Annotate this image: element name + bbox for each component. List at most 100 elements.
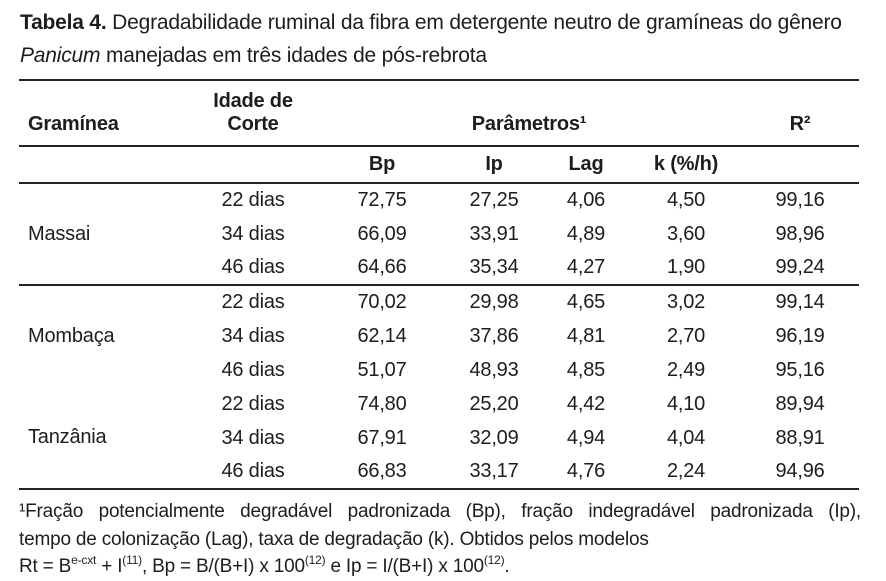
formula-text: + I [96,556,123,577]
cell-lag: 4,94 [566,426,606,449]
cell-r2: 98,96 [775,222,825,245]
caption-text-before-italic: Degradabilidade ruminal da fibra em dete… [106,11,842,34]
cell-graminea: Tanzânia [28,426,107,448]
caption-species-name: Panicum [20,44,101,67]
cell-idade: 34 dias [221,222,285,245]
footnote-formula: Rt = Be-cxt + I(11), Bp = B/(B+I) x 100(… [19,553,861,581]
cell-ip: 27,25 [469,189,519,211]
cell-r2: 99,24 [775,256,825,278]
group-mombaca: Mombaça 22 dias 70,02 29,98 4,65 3,02 99… [19,285,859,387]
cell-k: 4,10 [666,392,706,415]
cell-r2: 99,14 [775,291,825,313]
cell-k: 3,02 [666,291,706,313]
footnote-line-2: tempo de colonização (Lag), taxa de degr… [19,528,649,550]
cell-k: 2,49 [666,358,706,381]
cell-ip: 32,09 [469,426,519,449]
col-header-idade-de-corte: Idade de Corte [189,80,317,146]
col-header-lag: Lag [568,153,604,175]
cell-bp: 72,75 [357,189,407,211]
cell-k: 2,70 [666,324,706,347]
cell-k: 4,04 [666,426,706,449]
cell-lag: 4,81 [566,324,606,347]
col-header-idade-line2: Corte [227,113,279,135]
cell-k: 3,60 [666,222,706,245]
cell-lag: 4,42 [566,392,606,415]
cell-r2: 89,94 [775,392,825,415]
cell-ip: 29,98 [469,291,519,313]
cell-r2: 95,16 [775,358,825,381]
cell-bp: 66,83 [357,460,407,482]
col-header-ip: Ip [485,153,503,175]
cell-graminea: Massai [28,222,91,245]
table-row: Massai 22 dias 72,75 27,25 4,06 4,50 99,… [19,183,859,245]
formula-text: . [504,556,510,577]
table-row: 46 dias 64,66 35,34 4,27 1,90 99,24 [19,251,859,285]
cell-ip: 37,86 [469,324,519,347]
cell-idade: 34 dias [221,426,285,449]
table-row: 46 dias 51,07 48,93 4,85 2,49 95,16 [19,353,859,387]
formula-superscript: (11) [122,552,142,567]
cell-idade: 46 dias [221,460,285,482]
footnote-line-1: ¹Fração potencialmente degradável padron… [19,501,861,522]
col-header-k: k (%/h) [653,153,719,175]
cell-idade: 34 dias [221,324,285,347]
table-row: Tanzânia 22 dias 74,80 25,20 4,42 4,10 8… [19,387,859,449]
empty-header-cell [19,146,189,183]
cell-bp: 62,14 [357,324,407,347]
table-row: 46 dias 66,83 33,17 4,76 2,24 94,96 [19,455,859,489]
header-row-2: Bp Ip Lag k (%/h) [19,146,860,183]
cell-lag: 4,89 [566,222,606,245]
cell-idade: 46 dias [221,358,285,381]
caption-text-after-italic: manejadas em três idades de pós-rebrota [100,44,487,67]
table-row: Mombaça 22 dias 70,02 29,98 4,65 3,02 99… [19,285,859,347]
cell-idade: 22 dias [221,291,285,313]
col-header-graminea: Gramínea [28,113,119,135]
table-caption: Tabela 4. Degradabilidade ruminal da fib… [20,6,862,72]
cell-r2: 99,16 [775,189,825,211]
cell-idade: 22 dias [221,392,285,415]
cell-ip: 25,20 [469,392,519,415]
cell-bp: 64,66 [357,256,407,278]
formula-superscript: e-cxt [71,552,97,567]
cell-r2: 88,91 [775,426,825,449]
col-header-r2: R² [789,113,811,135]
cell-k: 1,90 [666,256,706,278]
col-header-idade-line1: Idade de [213,90,293,112]
cell-ip: 35,34 [469,256,519,278]
cell-bp: 74,80 [357,392,407,415]
data-table: Gramínea Idade de Corte Parâmetros¹ R² B… [19,79,860,490]
cell-idade: 46 dias [221,256,285,278]
col-header-parametros: Parâmetros¹ [471,113,587,135]
cell-ip: 33,91 [469,222,519,245]
cell-r2: 94,96 [775,460,825,482]
cell-lag: 4,65 [566,291,606,313]
table-footnote: ¹Fração potencialmente degradável padron… [19,498,861,581]
table-row: 34 dias 66,09 33,91 4,89 3,60 98,96 [19,217,859,251]
cell-idade: 22 dias [221,189,285,211]
table-row: 34 dias 67,91 32,09 4,94 4,04 88,91 [19,421,859,455]
cell-k: 4,50 [666,189,706,211]
cell-lag: 4,27 [566,256,606,278]
formula-superscript: (12) [304,552,326,567]
cell-k: 2,24 [666,460,706,482]
cell-bp: 51,07 [357,358,407,381]
header-row-1: Gramínea Idade de Corte Parâmetros¹ R² [19,80,860,146]
cell-bp: 70,02 [357,291,407,313]
cell-r2: 96,19 [775,324,825,347]
formula-text: , Bp = B/(B+I) x 100 [141,556,305,577]
cell-bp: 66,09 [357,222,407,245]
formula-text: e Ip = I/(B+I) x 100 [325,556,484,577]
cell-lag: 4,06 [566,189,606,211]
empty-header-cell [189,146,317,183]
cell-graminea: Mombaça [28,325,115,347]
cell-ip: 33,17 [469,460,519,482]
cell-bp: 67,91 [357,426,407,449]
table-caption-label: Tabela 4. [20,11,107,34]
cell-ip: 48,93 [469,358,519,381]
formula-superscript: (12) [483,552,505,567]
col-header-bp: Bp [368,153,396,175]
cell-lag: 4,76 [566,460,606,482]
empty-header-cell [741,146,859,183]
group-massai: Massai 22 dias 72,75 27,25 4,06 4,50 99,… [19,183,860,285]
